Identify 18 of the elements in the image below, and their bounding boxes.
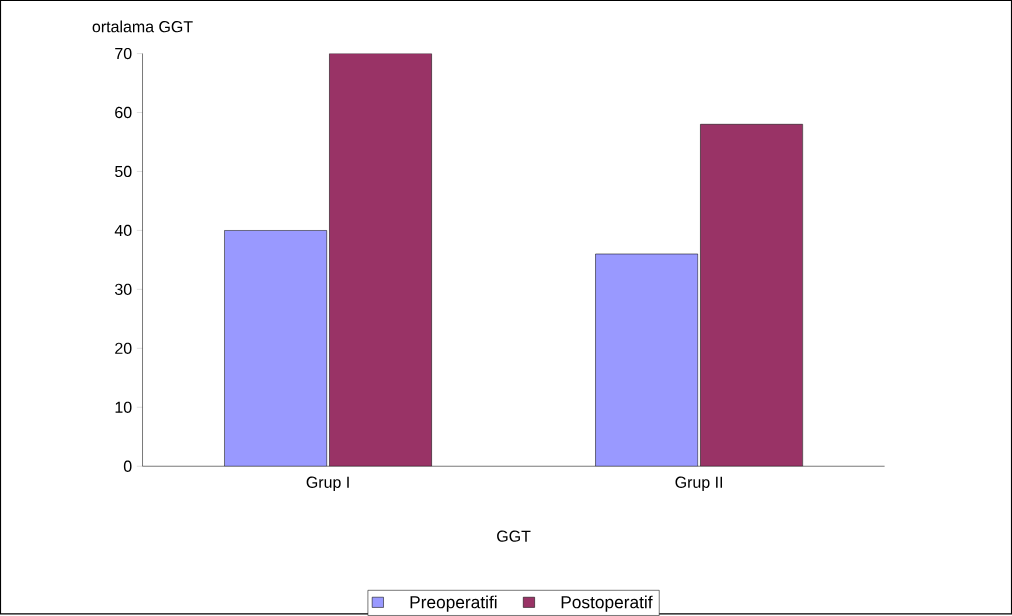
bar [595,253,699,467]
y-tick-label: 60 [115,106,132,119]
bar [700,124,803,467]
legend-label: Preoperatifi [410,595,497,612]
legend-label: Postoperatif [561,595,653,612]
bar [224,230,327,467]
y-tick-label: 70 [115,48,132,60]
y-tick-label: 10 [115,401,132,414]
x-axis-title: GGT [497,530,531,542]
x-tick-label: Grup II [675,476,723,492]
bar [329,53,432,467]
y-tick-label: 20 [115,342,132,355]
y-tick-label: 50 [115,165,132,178]
y-tick-label: 0 [123,460,132,472]
y-tick-label: 40 [114,224,132,237]
x-tick-label: Grup I [306,476,349,492]
y-tick-label: 30 [114,283,132,296]
y-axis-title: ortalama GGT [92,20,193,33]
